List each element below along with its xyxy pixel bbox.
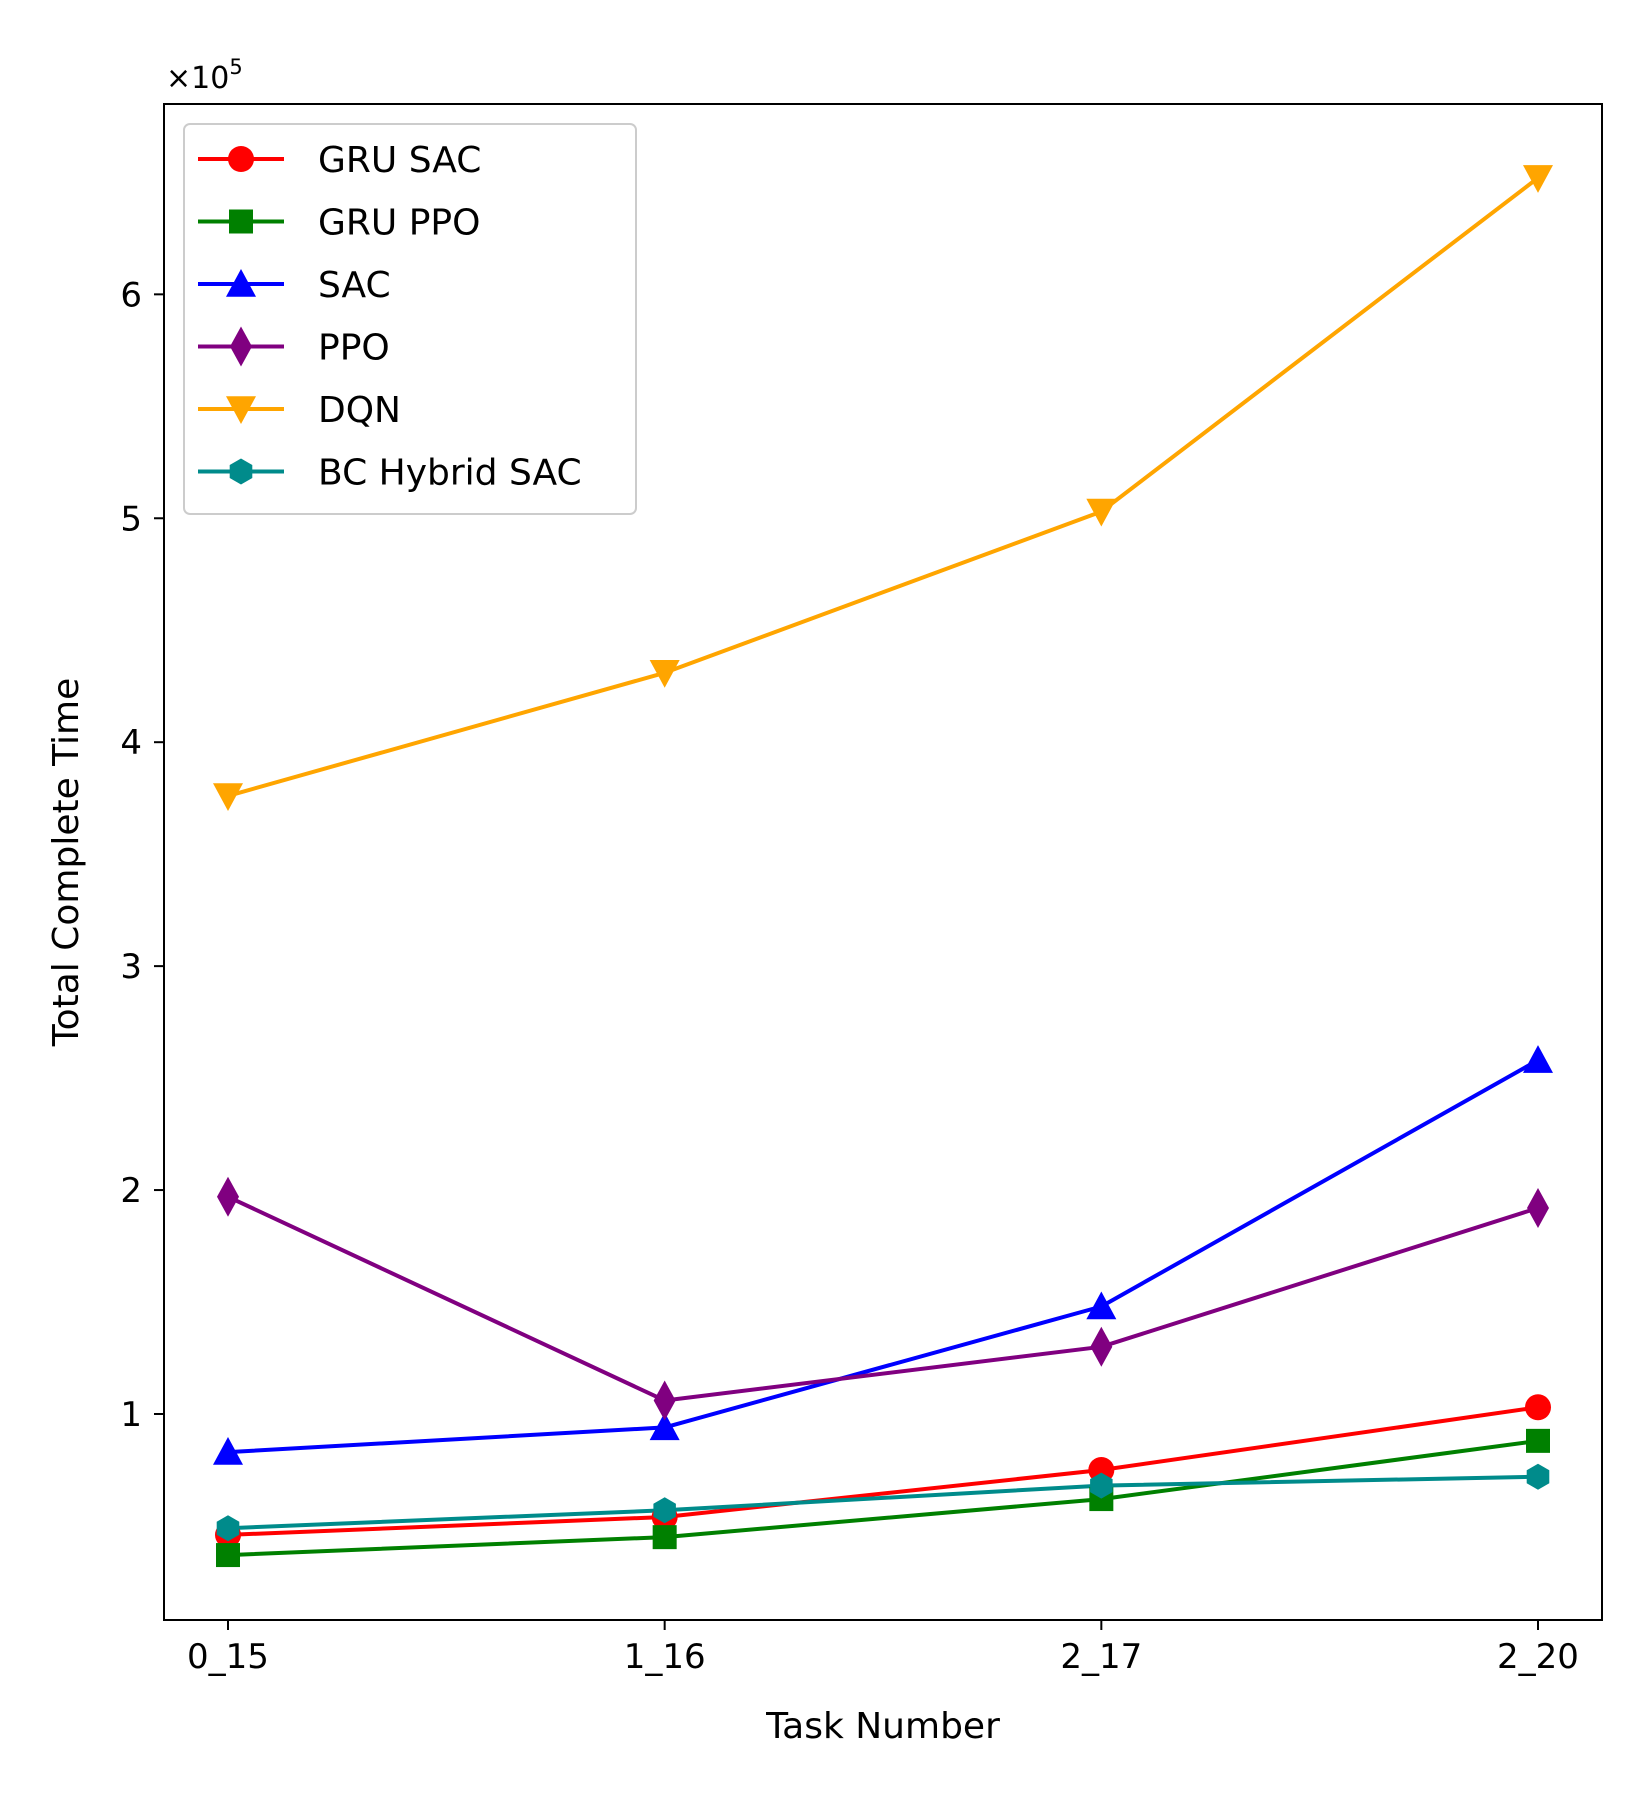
legend: GRU SAC GRU PPO SAC PPO DQN BC Hybrid SAC <box>183 123 637 515</box>
legend-label-gru-sac: GRU SAC <box>318 140 481 181</box>
data-point-dqn <box>1086 498 1117 527</box>
data-point-bc-hybrid-sac <box>1090 1472 1113 1499</box>
data-point-dqn <box>213 783 243 811</box>
legend-marker-gru-sac <box>228 146 254 172</box>
data-point-sac <box>1086 1291 1117 1320</box>
data-point-ppo <box>217 1176 239 1217</box>
data-point-sac <box>649 1412 680 1441</box>
data-point-bc-hybrid-sac <box>653 1497 676 1524</box>
data-point-bc-hybrid-sac <box>216 1515 240 1542</box>
y-tick-label: 1 <box>120 1395 142 1435</box>
y-axis-label: Total Complete Time <box>46 678 87 1048</box>
data-point-dqn <box>1523 165 1553 193</box>
series-markers <box>213 165 1553 1568</box>
series-line-sac <box>227 1058 1539 1455</box>
data-point-sac <box>213 1437 243 1465</box>
data-point-gru-ppo <box>1526 1428 1550 1453</box>
data-point-ppo <box>1090 1326 1113 1367</box>
legend-label-dqn: DQN <box>318 390 401 431</box>
x-tick-label: 1_16 <box>624 1637 706 1677</box>
y-multiplier: ×105 <box>166 55 243 96</box>
series-line-gru-sac <box>227 1405 1539 1537</box>
legend-marker-bc-hybrid-sac <box>229 458 253 485</box>
data-point-sac <box>1523 1045 1553 1073</box>
data-point-gru-ppo <box>652 1525 677 1550</box>
y-axis-ticks: 1 2 3 4 5 6 <box>120 275 164 1435</box>
legend-label-gru-ppo: GRU PPO <box>318 203 480 244</box>
data-point-dqn <box>649 660 680 688</box>
y-multiplier-exponent: 5 <box>229 55 242 79</box>
data-point-gru-sac <box>1525 1394 1551 1421</box>
y-tick-label: 5 <box>120 499 142 539</box>
legend-frame <box>183 123 637 515</box>
y-tick-label: 3 <box>120 947 142 987</box>
legend-marker-dqn <box>226 396 256 424</box>
x-tick-label: 2_20 <box>1497 1637 1579 1677</box>
plot-frame <box>163 103 1603 1621</box>
legend-label-bc-hybrid-sac: BC Hybrid SAC <box>318 453 582 494</box>
data-point-ppo <box>1527 1187 1549 1228</box>
x-axis-ticks: 0_15 1_16 2_17 2_20 <box>187 1620 1579 1677</box>
y-tick-label: 4 <box>120 723 142 763</box>
data-point-ppo <box>653 1380 676 1421</box>
series-line-dqn <box>227 176 1540 798</box>
data-point-bc-hybrid-sac <box>1526 1463 1550 1490</box>
data-point-gru-ppo <box>216 1543 240 1568</box>
series-line-gru-ppo <box>227 1438 1539 1558</box>
legend-marker-sac <box>226 269 256 297</box>
legend-label-ppo: PPO <box>318 328 390 369</box>
legend-marker-gru-ppo <box>229 209 253 234</box>
x-tick-label: 0_15 <box>187 1637 269 1677</box>
series-line-bc-hybrid-sac <box>227 1474 1539 1531</box>
x-axis-label: Task Number <box>765 1706 1000 1747</box>
y-tick-label: 6 <box>120 275 142 315</box>
series-lines <box>227 176 1540 1558</box>
x-tick-label: 2_17 <box>1060 1637 1142 1677</box>
y-tick-label: 2 <box>120 1171 142 1211</box>
series-line-ppo <box>227 1194 1539 1403</box>
legend-marker-ppo <box>230 326 252 367</box>
legend-label-sac: SAC <box>318 265 391 306</box>
